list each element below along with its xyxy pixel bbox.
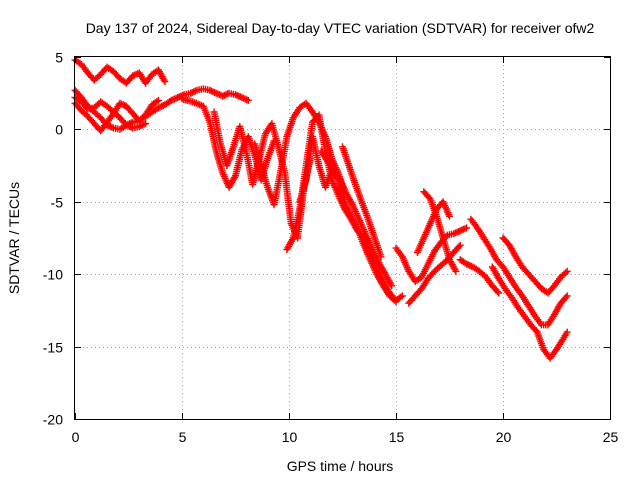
data-point [461,225,469,233]
y-tick-label: -10 [43,267,63,283]
data-point [108,123,116,131]
data-point [142,120,150,128]
data-point [172,94,180,102]
series-trace-i [296,133,400,306]
data-point [446,212,453,220]
data-point [160,76,168,84]
data-point [212,89,220,97]
chart-title: Day 137 of 2024, Sidereal Day-to-day VTE… [86,20,595,36]
data-point [463,224,471,232]
data-point [138,121,146,129]
data-point [243,96,251,104]
x-axis-label: GPS time / hours [287,458,394,474]
data-point [167,96,175,104]
series-trace-e [178,95,278,191]
data-point [216,91,223,99]
series-trace-o [413,198,453,256]
data-point [207,87,215,95]
plot-frame [74,56,611,420]
y-tick-label: 0 [55,122,63,138]
x-tick-label: 10 [282,429,298,445]
data-point [129,72,137,80]
data-point [456,227,464,235]
x-tick-label: 0 [72,429,80,445]
data-point [238,94,246,101]
data-point [155,96,162,104]
data-point [563,328,571,336]
y-tick-label: -5 [51,195,64,211]
data-point [455,243,463,251]
data-point [377,253,385,261]
data-point [495,289,503,297]
data-point [493,288,501,296]
data-point [122,121,130,129]
series-trace-p [467,215,571,329]
y-tick-label: -15 [43,340,63,356]
series-trace-q [488,263,571,362]
data-point [563,267,571,275]
data-point [220,91,228,99]
x-tick-label: 20 [496,429,512,445]
series-trace-l [392,224,471,285]
data-point [397,293,405,301]
x-tick-label: 25 [603,429,619,445]
y-axis-label: SDTVAR / TECUs [6,182,22,294]
data-point [562,293,570,301]
series-trace-r [499,234,571,297]
data-point [137,122,145,130]
series-trace-j [317,147,396,290]
y-tick-label: 5 [55,50,63,66]
data-point [161,78,169,86]
series-trace-d [71,94,150,132]
series-trace-a [71,56,169,87]
data-point [398,292,406,300]
data-point [388,282,396,290]
data-point [456,241,464,249]
series-trace-s [456,256,503,297]
series-trace-n [420,188,460,275]
x-tick-label: 5 [179,429,187,445]
data-point [390,296,398,304]
data-point [153,98,161,105]
data-point [140,120,148,128]
axis-ticks: 0 5 10 15 20 25 -20 -15 -10 -5 0 5 [43,50,619,446]
data-point [190,88,198,96]
data-point [450,230,458,238]
data-point [562,269,570,277]
data-point [156,103,164,111]
data-point [116,99,124,107]
data-point [452,267,460,275]
data-points [71,56,571,362]
series-trace-k [339,143,385,261]
data-point [563,292,571,300]
data-point [232,91,239,99]
data-point [235,92,243,100]
data-point [392,298,400,306]
x-tick-label: 15 [389,429,405,445]
y-tick-label: -20 [43,412,63,428]
data-point [244,96,252,104]
